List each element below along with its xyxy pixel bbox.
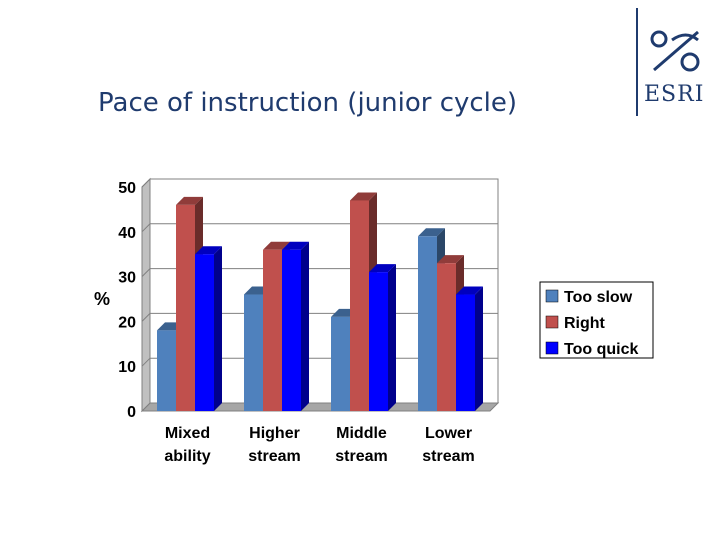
bar [418,236,437,411]
legend-swatch [545,289,559,303]
y-tick-label: 40 [118,225,136,242]
x-tick-label: Higher [249,425,300,442]
logo-divider [636,8,638,116]
x-tick-label: Mixed [165,425,210,442]
bar-side [301,241,309,411]
gridline [141,223,498,233]
bar-top [195,246,222,255]
bar [350,200,369,411]
x-tick-label: stream [248,448,300,465]
y-tick-label: 10 [118,359,136,376]
x-tick-label: stream [422,448,474,465]
legend-box [539,281,654,359]
bar [437,263,456,411]
bar-top [282,241,309,250]
plot-side-wall [141,177,151,413]
legend-label: Right [564,315,606,332]
bar-top [176,196,203,205]
bar [157,330,176,411]
logo-brand-text: ESRI [644,82,705,107]
bar-top [456,286,483,295]
y-tick-label: 20 [118,314,136,331]
bar-side [214,246,222,411]
y-axis-label: % [94,289,110,309]
x-tick-label: Middle [336,425,387,442]
y-tick-label: 50 [118,180,136,197]
bar-top [418,228,445,237]
bar [331,316,350,411]
bar-top [263,241,290,250]
bar-top [369,264,396,273]
bar-side [388,264,396,411]
bar [263,249,282,411]
bar [244,294,263,411]
bar [282,249,301,411]
y-tick-label: 30 [118,270,136,287]
bar [176,204,195,411]
bar-side [475,286,483,411]
bar-top [437,255,464,264]
legend-swatch [545,341,559,355]
legend-label: Too quick [564,341,638,358]
bar [456,294,475,411]
bar [369,272,388,411]
esri-logo: ESRI [636,8,720,118]
legend-label: Too slow [564,289,633,306]
x-tick-label: Lower [425,425,472,442]
legend-swatch [545,315,559,329]
gridline [141,178,498,188]
x-tick-label: ability [164,448,210,465]
esri-monogram-icon [650,30,700,72]
bar [195,254,214,411]
y-tick-label: 0 [127,404,136,421]
bar-top [350,192,377,201]
x-tick-label: stream [335,448,387,465]
slide-title: Pace of instruction (junior cycle) [98,88,518,118]
